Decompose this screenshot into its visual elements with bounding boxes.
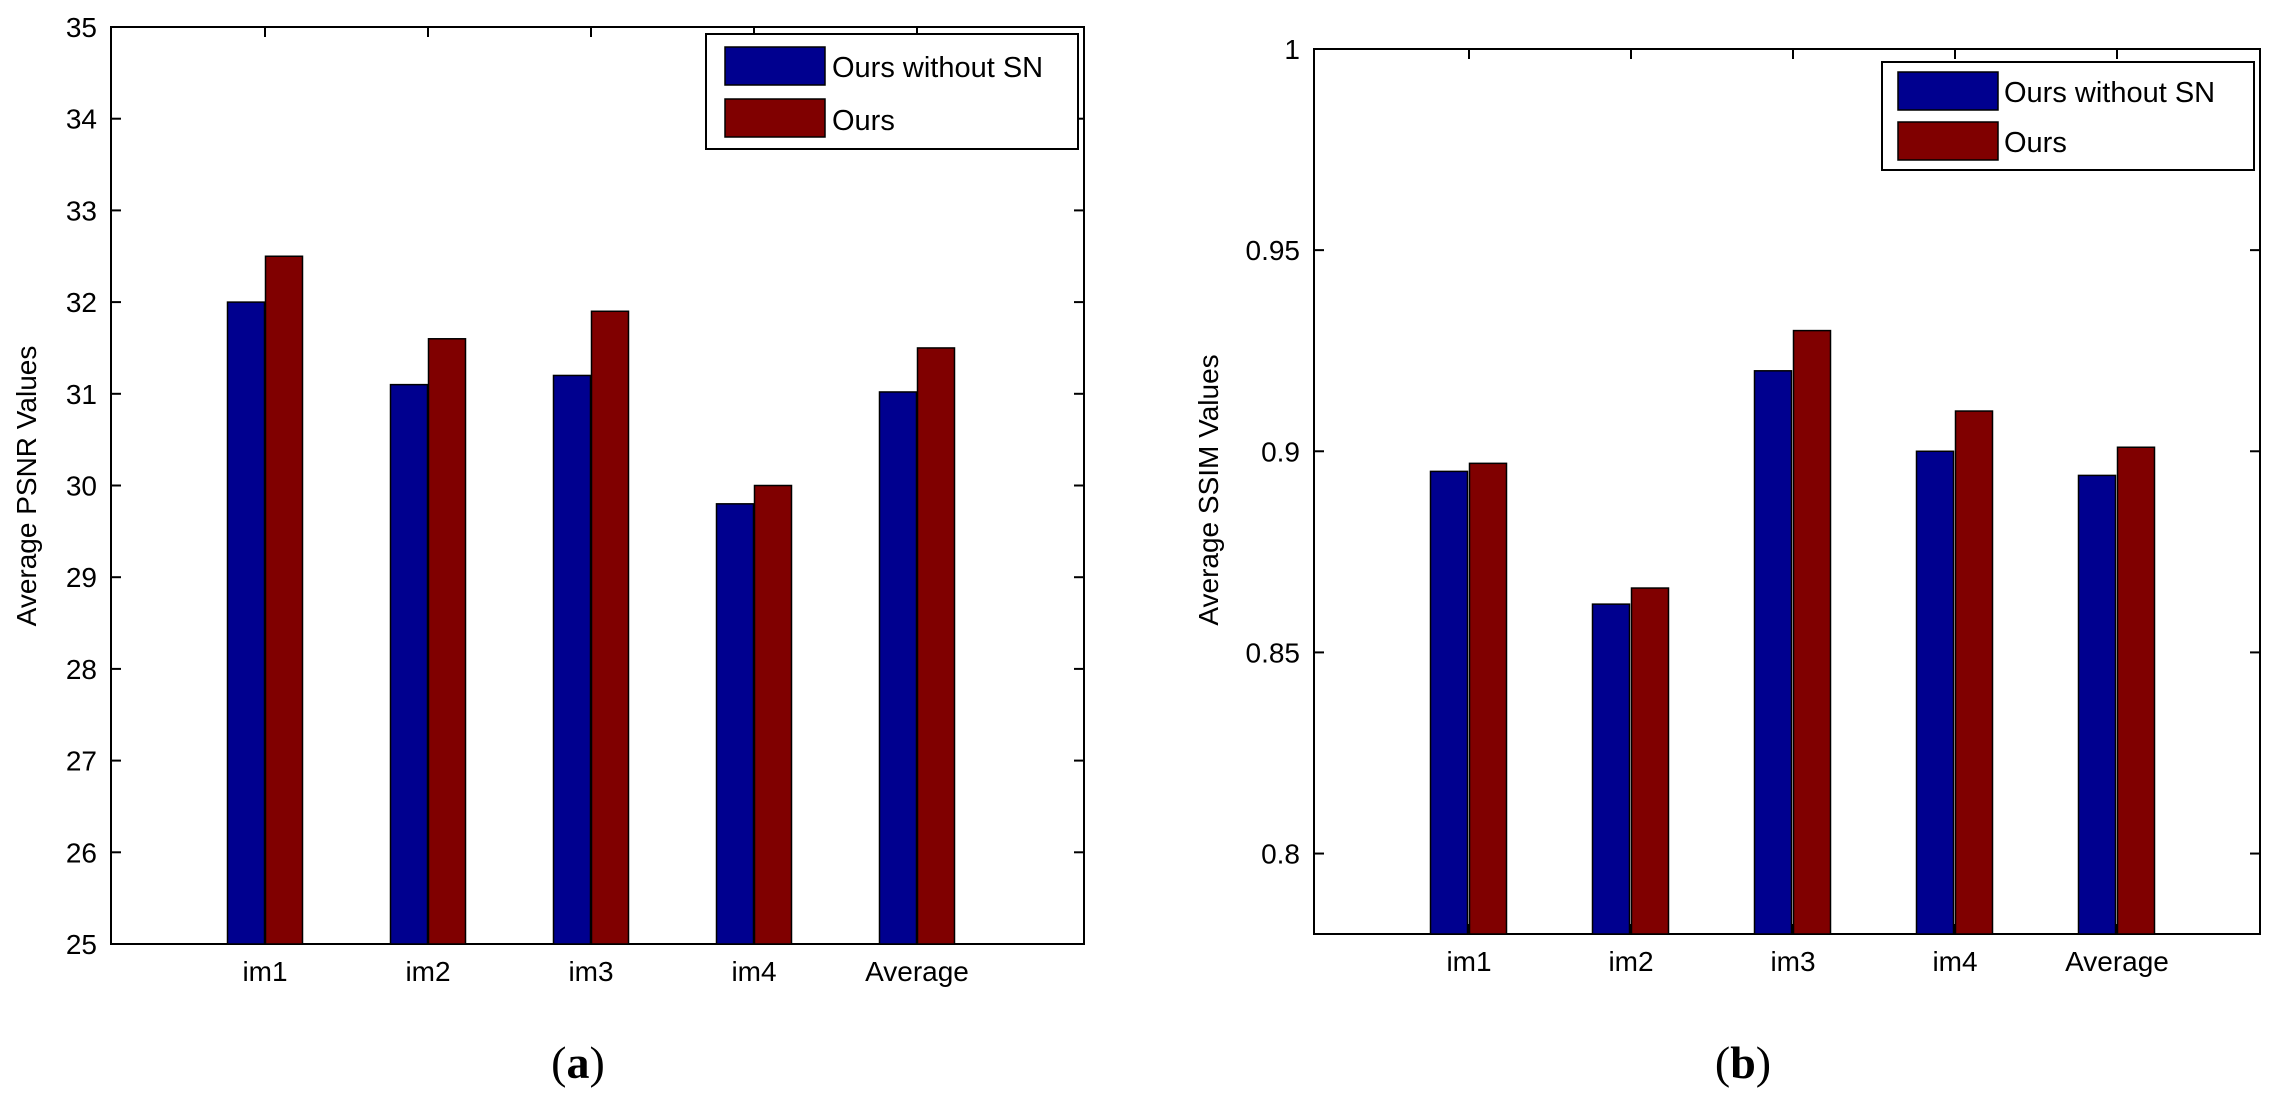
panel-label-a: (a) (551, 1037, 605, 1088)
bar-ours-without-sn-im3 (552, 374, 592, 945)
bar-ours-im1 (264, 255, 304, 945)
legend-label-ours: Ours (832, 105, 895, 137)
y-tick-label: 34 (66, 104, 97, 135)
x-tick-label: im1 (242, 956, 287, 987)
bars-group (226, 255, 956, 945)
legend-swatch-ours-without-sn (1897, 71, 1999, 111)
bar-ours-without-sn-im1 (1429, 470, 1469, 935)
x-tick-label: im1 (1446, 946, 1491, 977)
bar-ours-im2 (427, 338, 467, 945)
bar-ours-without-sn-average (878, 391, 918, 945)
y-axis-ticks: 0.8 0.85 0.9 0.95 1 (1246, 34, 2260, 870)
legend-swatch-ours-without-sn (724, 46, 826, 86)
y-tick-label: 32 (66, 287, 97, 318)
x-tick-label: Average (865, 956, 969, 987)
bar-ours-im4 (1954, 410, 1994, 935)
y-tick-label: 30 (66, 471, 97, 502)
y-tick-label: 35 (66, 12, 97, 43)
bar-ours-average (916, 347, 956, 945)
legend-label-ours-without-sn: Ours without SN (832, 52, 1043, 84)
y-tick-label: 27 (66, 746, 97, 777)
legend-swatch-ours (724, 98, 826, 138)
legend: Ours without SN Ours (1881, 61, 2255, 171)
bar-ours-without-sn-im4 (1915, 450, 1955, 935)
bar-ours-im4 (753, 484, 793, 945)
bar-ours-im3 (1792, 329, 1832, 935)
bar-ours-im1 (1468, 462, 1508, 935)
bar-ours-im3 (590, 310, 630, 945)
x-tick-label: im4 (731, 956, 776, 987)
y-tick-label: 26 (66, 837, 97, 868)
x-tick-label: im3 (1770, 946, 1815, 977)
y-axis-label: Average PSNR Values (11, 346, 42, 627)
bar-ours-average (2116, 446, 2156, 935)
bar-ours-im2 (1630, 587, 1670, 935)
y-tick-label: 0.85 (1246, 637, 1301, 668)
y-tick-label: 29 (66, 562, 97, 593)
y-tick-label: 0.9 (1261, 436, 1300, 467)
panel-label-b: (b) (1715, 1037, 1771, 1088)
y-axis-label: Average SSIM Values (1193, 354, 1224, 625)
bars-group (1429, 329, 2156, 935)
chart-panel-a: 25 26 27 28 29 30 31 32 33 34 35 im1 im2 im3 im4 Avera… (11, 12, 1085, 1088)
bar-ours-without-sn-im2 (389, 383, 429, 945)
panel-letter-b: b (1730, 1037, 1756, 1088)
bar-ours-without-sn-im3 (1753, 370, 1793, 935)
chart-panel-b: 0.8 0.85 0.9 0.95 1 im1 im2 im3 im4 Average Aver… (1193, 34, 2261, 1088)
legend-swatch-ours (1897, 121, 1999, 161)
bar-ours-without-sn-im1 (226, 301, 266, 945)
y-tick-label: 25 (66, 929, 97, 960)
legend-label-ours: Ours (2004, 127, 2067, 159)
bar-ours-without-sn-average (2077, 474, 2117, 935)
y-tick-label: 28 (66, 654, 97, 685)
y-tick-label: 0.8 (1261, 839, 1300, 870)
panel-letter-a: a (567, 1037, 590, 1088)
x-tick-label: im3 (568, 956, 613, 987)
x-axis-ticks: im1 im2 im3 im4 Average (1446, 49, 2169, 977)
bar-ours-without-sn-im2 (1591, 603, 1631, 935)
bar-ours-without-sn-im4 (715, 503, 755, 945)
x-tick-label: im4 (1932, 946, 1977, 977)
x-tick-label: im2 (405, 956, 450, 987)
y-axis-ticks: 25 26 27 28 29 30 31 32 33 34 35 (66, 12, 1084, 960)
y-tick-label: 31 (66, 379, 97, 410)
legend-label-ours-without-sn: Ours without SN (2004, 77, 2215, 109)
x-tick-label: im2 (1608, 946, 1653, 977)
y-tick-label: 0.95 (1246, 235, 1301, 266)
x-tick-label: Average (2065, 946, 2169, 977)
y-tick-label: 1 (1284, 34, 1300, 65)
legend: Ours without SN Ours (705, 33, 1079, 150)
y-tick-label: 33 (66, 195, 97, 226)
